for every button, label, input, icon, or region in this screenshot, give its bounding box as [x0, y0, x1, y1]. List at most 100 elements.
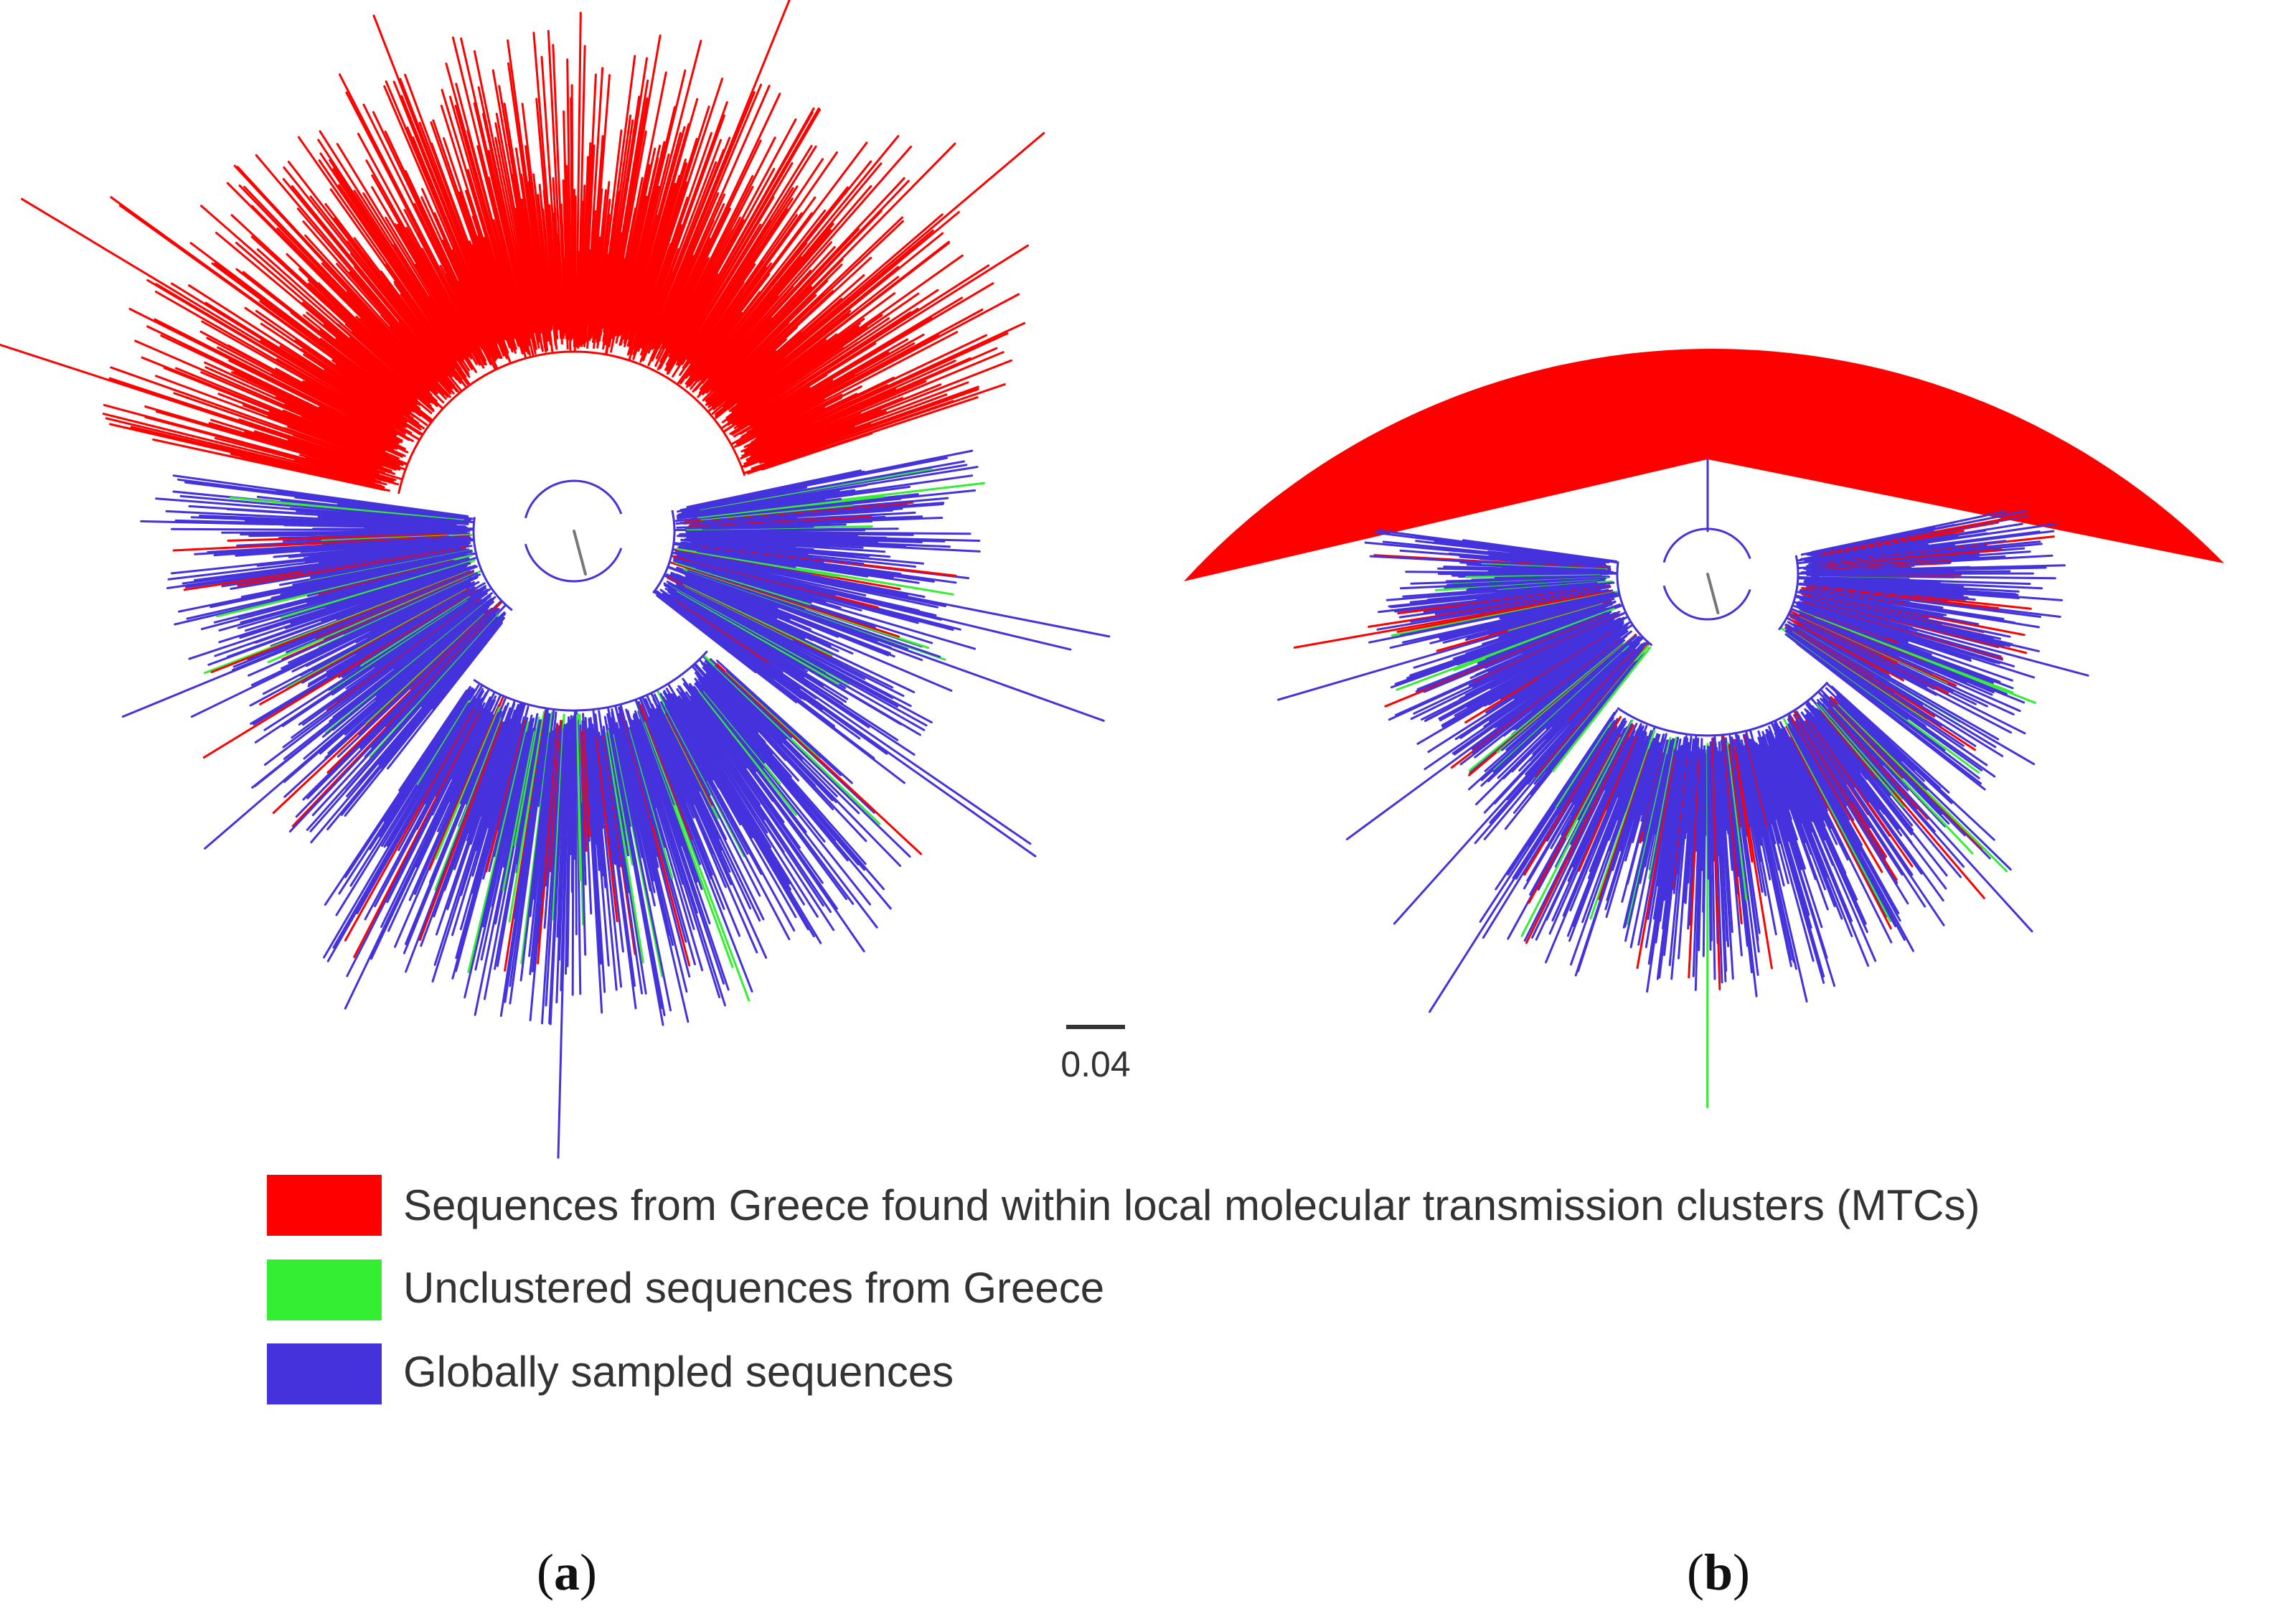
tree-branch: [549, 723, 566, 1026]
tree-branch: [666, 699, 796, 931]
tree-branch: [635, 699, 676, 805]
tree-branch: [557, 737, 570, 1159]
tree-branch: [1698, 749, 1705, 952]
tree-branch: [335, 337, 418, 405]
tree-b-backbone: [1616, 458, 1829, 737]
tree-branch: [1570, 733, 1618, 816]
tree-branch: [1429, 720, 1616, 1013]
tree-branch: [432, 119, 514, 353]
tree-branch: [404, 73, 509, 354]
tree-branch: [508, 710, 545, 923]
tree-branch: [421, 188, 497, 355]
tree-branch: [728, 240, 950, 413]
tree-branch: [632, 243, 672, 355]
tree-branch: [174, 367, 389, 456]
tree-branch: [364, 690, 489, 921]
tree-branch: [1668, 751, 1692, 967]
tree-branch: [563, 111, 570, 328]
clade-arc: [1616, 561, 1653, 647]
tree-branch: [1720, 740, 1733, 871]
tree-branch: [217, 346, 403, 444]
tree-branch: [624, 126, 686, 347]
tree-branch: [302, 301, 418, 400]
tree-branch: [464, 731, 528, 999]
tree-branch: [465, 719, 501, 805]
tree-branch: [418, 233, 481, 350]
tree-branch: [736, 276, 900, 404]
tree-branch: [507, 39, 550, 342]
legend-label-mtc: Sequences from Greece found within local…: [403, 1181, 1980, 1229]
tree-branch: [454, 105, 527, 359]
tree-branch: [1787, 723, 1906, 941]
tree-branch: [105, 417, 375, 484]
tree-branch: [381, 703, 470, 847]
tree-branch: [699, 241, 832, 390]
tree-branch: [130, 426, 382, 487]
tree-branch: [1507, 709, 1619, 876]
tree-branch: [1571, 726, 1618, 803]
tree-branch: [596, 55, 636, 349]
tree-branch: [1572, 735, 1634, 868]
tree-branch: [661, 93, 781, 344]
tree-branch: [689, 212, 813, 377]
tree-branch: [552, 44, 567, 334]
tree-branch: [623, 39, 702, 340]
tree-branch: [260, 339, 401, 427]
tree-branch: [731, 386, 811, 436]
tree-branch: [527, 181, 549, 328]
clade-arc: [1617, 681, 1829, 737]
tree-branch: [715, 660, 853, 784]
tree-branch: [467, 721, 530, 973]
tree-branch: [700, 222, 834, 381]
tree-branch: [357, 133, 476, 350]
tree-branch: [1728, 743, 1741, 828]
tree-branch: [1685, 754, 1694, 834]
tree-branch: [605, 733, 644, 964]
tree-branch: [392, 80, 505, 357]
tree-branch: [688, 581, 854, 654]
tree-branch: [238, 184, 447, 400]
tree-branch: [318, 159, 458, 362]
tree-branch: [657, 186, 754, 370]
tree-branch: [509, 713, 550, 987]
tree-branch: [1761, 738, 1806, 870]
tree-branch: [586, 135, 604, 349]
tree-branch: [590, 236, 601, 339]
tree-branch: [204, 361, 395, 450]
tree-branch: [1293, 591, 1603, 649]
tree-branch: [1766, 728, 1836, 908]
tree-branch: [1741, 749, 1763, 846]
tree-branch: [542, 189, 557, 329]
tree-branch: [618, 185, 660, 346]
tree-branch: [346, 708, 484, 977]
tree-branch: [704, 660, 860, 815]
tree-branch: [1807, 723, 1945, 926]
tree-a-backbone: [397, 350, 746, 712]
tree-branch: [1708, 746, 1713, 942]
tree-branch: [668, 229, 734, 352]
tree-branch: [687, 208, 789, 361]
tree-branch: [466, 130, 527, 350]
tree-branch: [1612, 738, 1656, 871]
tree-branch: [1694, 751, 1704, 991]
tree-branch: [618, 706, 691, 978]
tree-branch: [473, 102, 535, 357]
tree-branch: [1834, 697, 2012, 871]
tree-branch: [163, 367, 408, 466]
tree-branch: [217, 393, 404, 466]
tree-branch: [307, 278, 438, 403]
tree-branch: [727, 292, 920, 426]
tree-branch: [1523, 734, 1629, 942]
legend: Sequences from Greece found within local…: [267, 1175, 1980, 1404]
clade-arc: [1778, 555, 1799, 631]
tree-branch: [649, 91, 756, 345]
tree-branch: [362, 103, 489, 358]
tree-branch: [365, 159, 481, 365]
tree-branch: [1768, 726, 1812, 833]
tree-branch: [1795, 727, 1850, 821]
tree-branch: [1832, 710, 1883, 766]
tree-branch: [662, 207, 731, 347]
tree-branch: [586, 729, 606, 993]
tree-branch: [660, 700, 761, 897]
tree-branch: [380, 709, 488, 928]
